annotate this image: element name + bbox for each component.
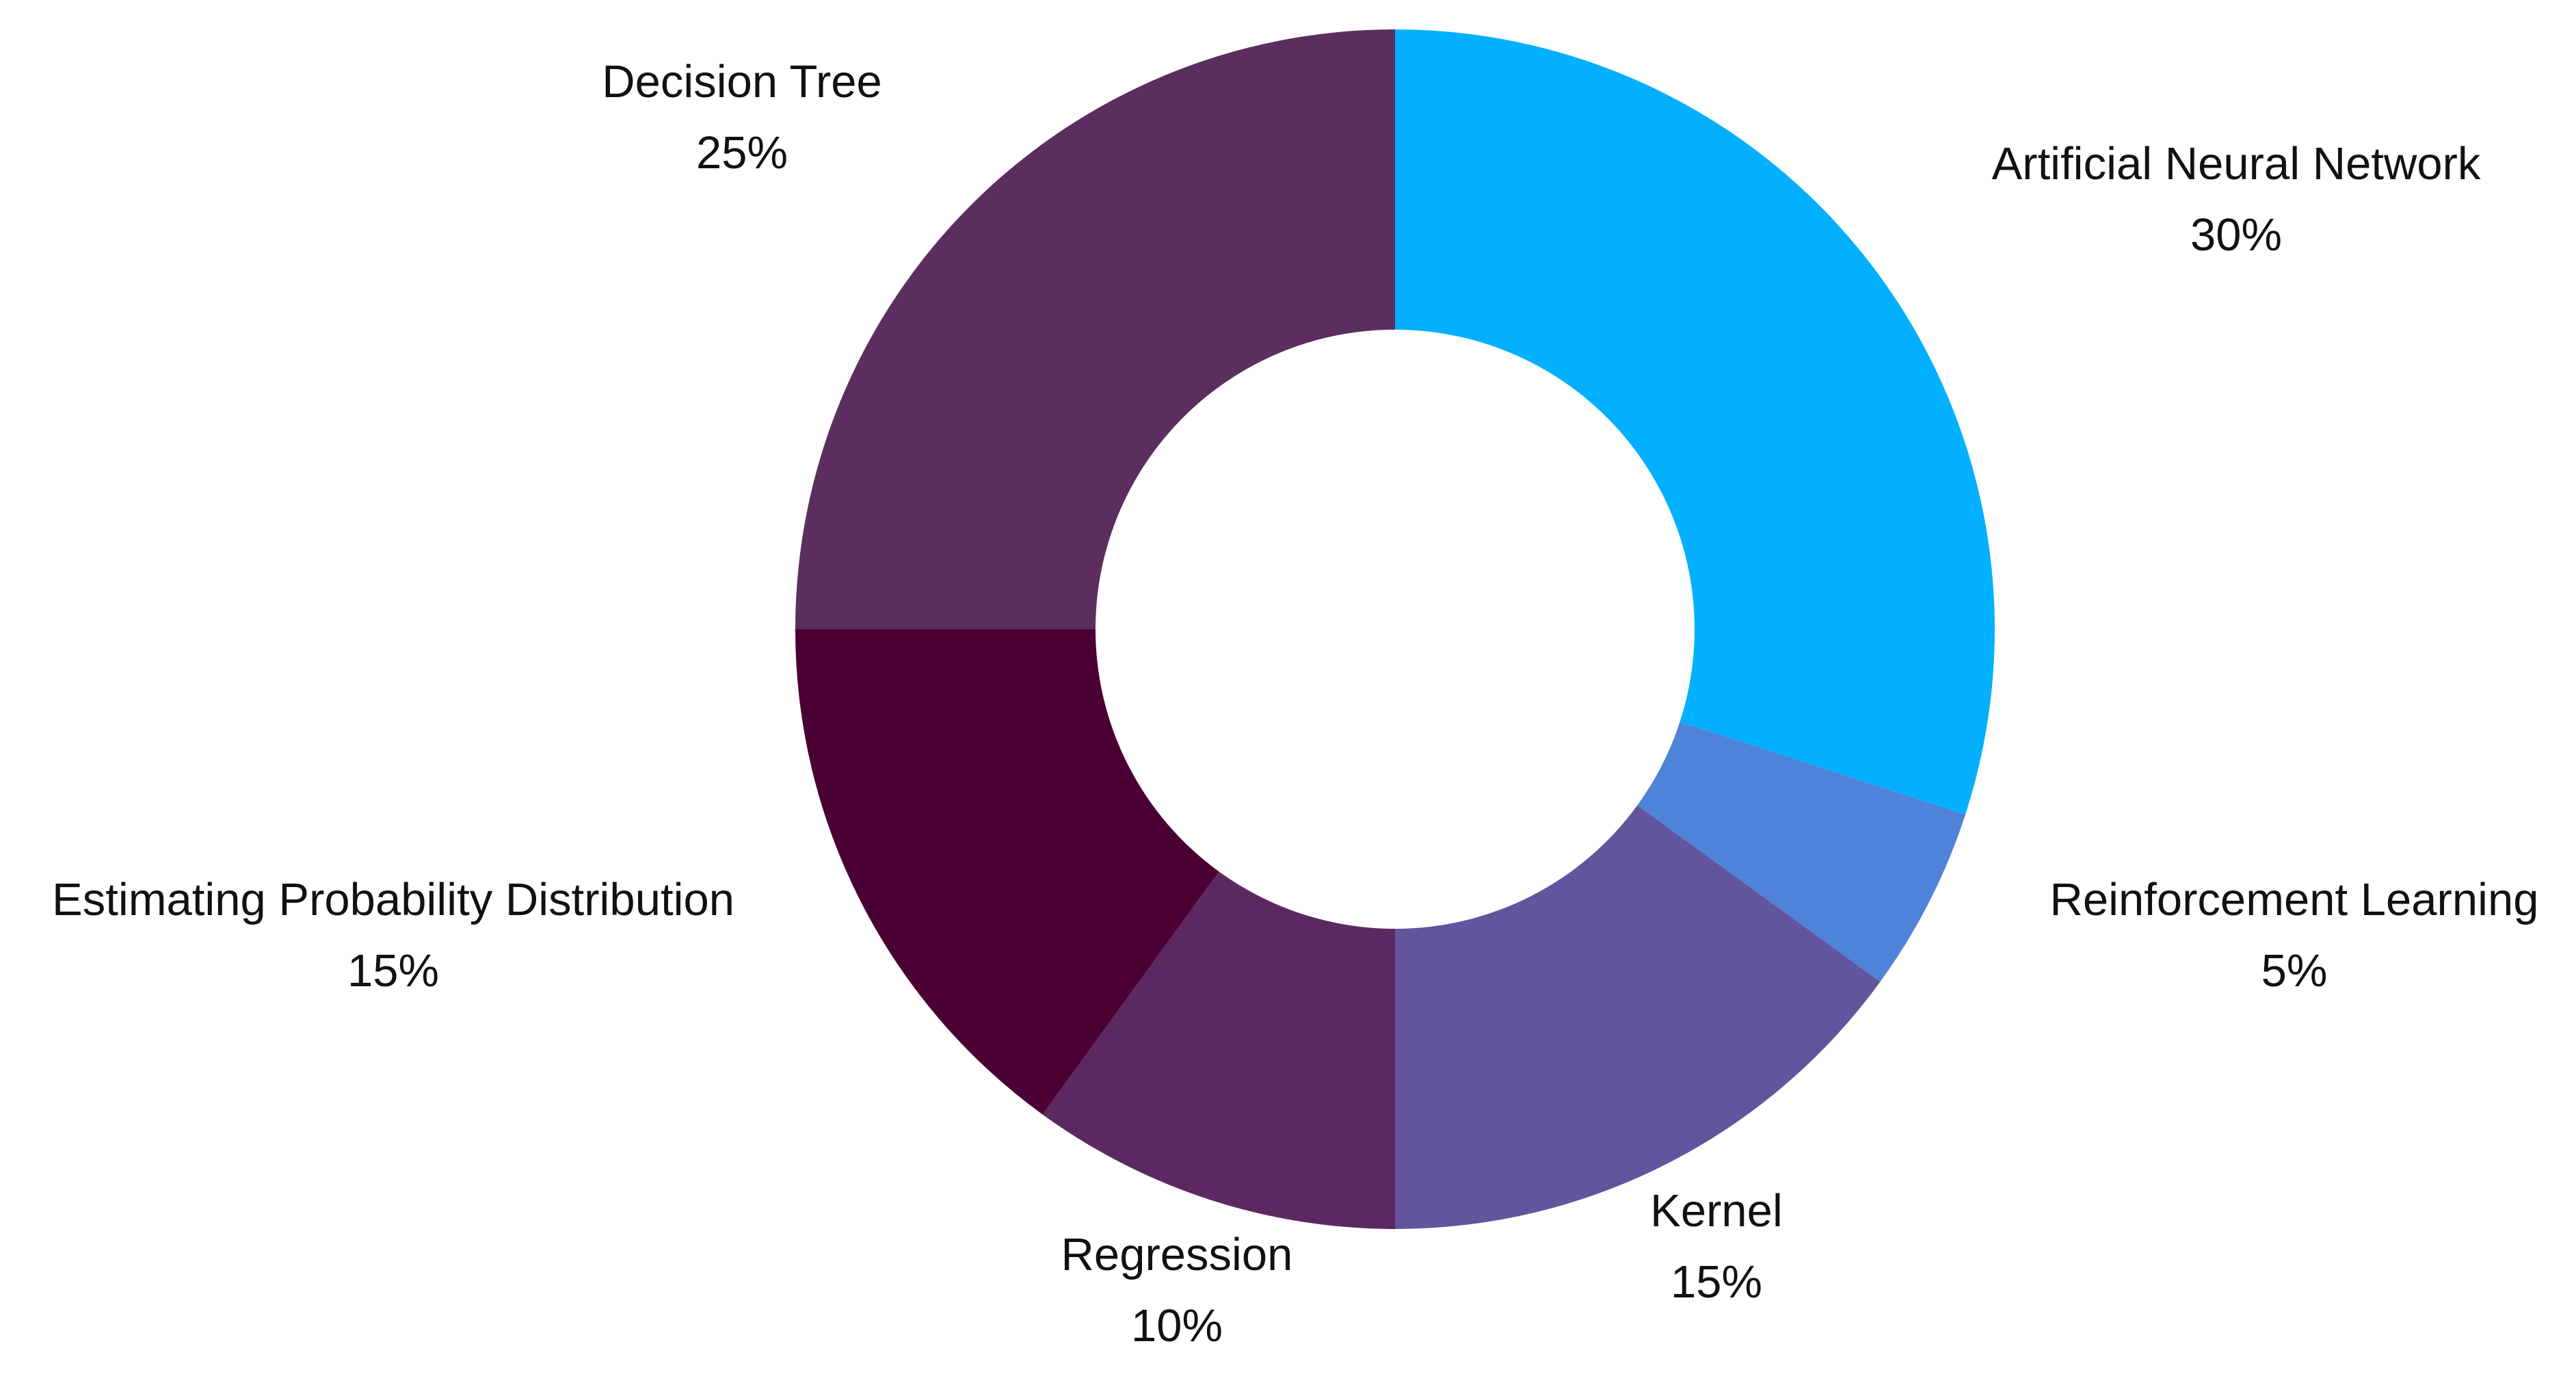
slices-layer	[795, 29, 1995, 1229]
slice-category-label: Artificial Neural Network	[1992, 138, 2481, 189]
slice-category-label: Estimating Probability Distribution	[52, 874, 734, 925]
slice-category-label: Reinforcement Learning	[2049, 874, 2538, 925]
donut-slice-regression	[1042, 871, 1395, 1229]
slice-percent-label: 25%	[696, 127, 788, 179]
slice-percent-label: 10%	[1131, 1300, 1223, 1351]
labels-layer: Artificial Neural Network 30% Reinforcemen…	[52, 56, 2539, 1351]
slice-category-label: Decision Tree	[602, 56, 882, 107]
donut-slice-kernel	[1395, 805, 1881, 1229]
slice-percent-label: 5%	[2261, 945, 2328, 996]
slice-percent-label: 15%	[1671, 1256, 1762, 1308]
donut-slice-reinforcement-learning	[1637, 722, 1966, 982]
donut-slice-estimating-probability-distribution	[795, 629, 1219, 1115]
slice-category-label: Kernel	[1650, 1185, 1783, 1237]
donut-slice-decision-tree	[795, 29, 1395, 629]
slice-category-label: Regression	[1061, 1229, 1293, 1280]
donut-slice-artificial-neural-network	[1395, 29, 1995, 815]
slice-percent-label: 15%	[347, 945, 439, 996]
slice-percent-label: 30%	[2190, 209, 2282, 261]
